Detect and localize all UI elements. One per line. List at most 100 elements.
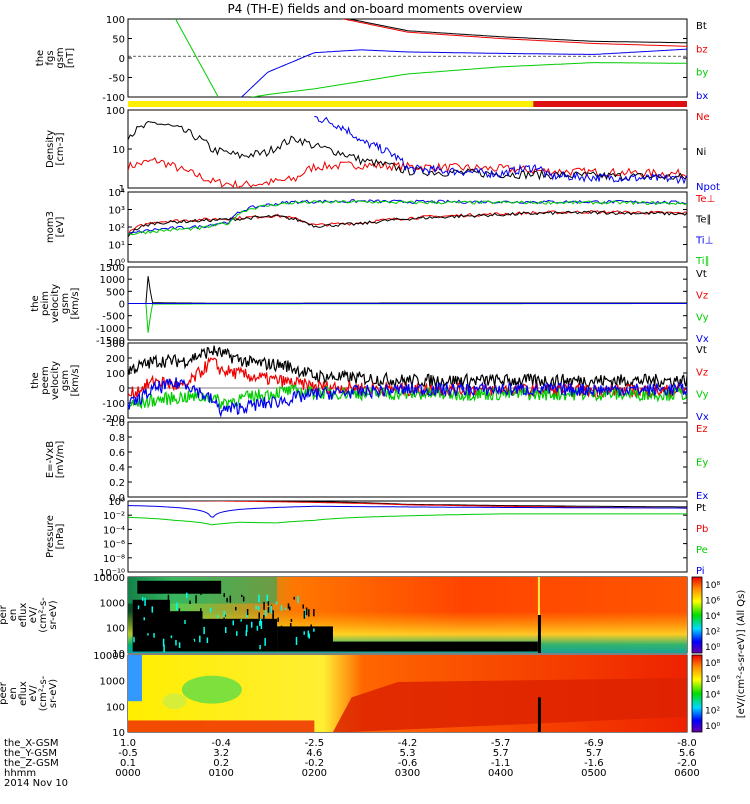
spectrogram-speckle — [178, 608, 181, 612]
spectrogram-speckle — [293, 596, 295, 600]
spectrogram-speckle — [135, 635, 137, 643]
spectrogram-speckle — [247, 621, 249, 627]
spectrogram-speckle — [258, 612, 260, 619]
y-tick-label: -100 — [102, 399, 125, 410]
y-axis-label-line: [nT] — [65, 48, 76, 68]
x-row-value: 0600 — [674, 768, 699, 779]
y-tick-label: 50 — [112, 35, 125, 46]
spectrogram-speckle — [258, 594, 260, 603]
y-tick-label: 10¹ — [108, 241, 125, 252]
spectrogram-speckle — [178, 640, 180, 643]
legend-Vx: Vx — [696, 412, 709, 423]
legend-bx: bx — [696, 91, 708, 102]
y-tick-label: -1500 — [96, 336, 125, 347]
y-tick-label: 10000 — [93, 651, 125, 662]
spectrogram-speckle — [133, 636, 135, 643]
y-axis-label-line: velocity — [50, 361, 61, 400]
spectrogram-speckle — [259, 644, 261, 650]
panel-lines — [128, 276, 687, 333]
y-axis-label-line: [km/s] — [70, 364, 81, 396]
spectrogram-speckle — [243, 635, 246, 640]
spectrogram-green-blob — [162, 693, 187, 710]
y-axis-label-line: gsm — [60, 370, 71, 391]
x-row-value: 5.7 — [493, 748, 509, 759]
y-tick-label: 10⁰ — [108, 497, 125, 508]
x-row-value: 0100 — [208, 768, 233, 779]
y-axis-label-line: gsm — [55, 47, 66, 68]
series-bx — [240, 48, 687, 97]
spectrogram-speckle — [267, 601, 270, 606]
spectrogram-speckle — [260, 621, 263, 630]
x-row-value: -6.9 — [584, 738, 604, 749]
spectrogram-speckle — [223, 593, 226, 598]
y-axis-label-line: sr-eV) — [48, 600, 59, 629]
spectrogram-speckle — [263, 615, 265, 623]
spectrogram-speckle — [304, 641, 307, 645]
spectrogram-speckle — [200, 608, 202, 613]
colorbar-tick-label: 10⁶ — [705, 597, 720, 607]
x-row-label: the_Z-GSM — [4, 758, 59, 769]
x-row-value: -1.1 — [491, 758, 511, 769]
legend-Vy: Vy — [696, 390, 709, 401]
series-bz — [341, 19, 687, 47]
y-axis-label-line: en — [8, 687, 19, 700]
spectrogram-spike-gap — [537, 697, 541, 732]
spectrogram-speckle — [266, 594, 269, 602]
spectrogram-speckle — [313, 628, 315, 632]
spectrogram-blue-patch — [128, 655, 142, 702]
spectrogram-speckle — [304, 609, 307, 618]
y-axis-label-line: [cm-3] — [55, 132, 66, 165]
x-row-value: 5.6 — [679, 748, 695, 759]
x-row-value: 3.2 — [213, 748, 229, 759]
spectrogram-speckle — [135, 621, 137, 624]
spectrogram-speckle — [287, 603, 290, 609]
y-axis-label: the peim velocity gsm [km/s] — [30, 284, 81, 323]
series-Vt — [128, 345, 687, 389]
spectrogram-speckle — [192, 640, 195, 643]
spectrogram-speckle — [242, 596, 245, 602]
y-tick-label: 1 — [119, 184, 125, 195]
y-axis-label: thepeirenefluxeV/(cm²-s-sr-eV) — [0, 597, 59, 633]
legend-Ti⊥: Ti⊥ — [695, 235, 713, 246]
spectrogram-speckle — [162, 638, 165, 647]
spectrogram-speckle — [232, 620, 234, 626]
y-axis-label-line: Density — [45, 130, 56, 168]
y-tick-label: 0 — [119, 300, 125, 311]
spectrogram-speckle — [265, 610, 267, 617]
spectrogram-speckle — [153, 633, 155, 638]
spectrogram-speckle — [259, 621, 261, 626]
spectrogram-speckle — [200, 592, 202, 595]
legend-Pb: Pb — [696, 524, 708, 535]
spectrogram-speckle — [270, 605, 273, 614]
legend-Pe: Pe — [696, 545, 708, 556]
y-tick-label: 10 — [112, 145, 125, 156]
legend-Ez: Ez — [696, 424, 708, 435]
y-axis-label-line: [nPa] — [55, 523, 66, 549]
series-Npot — [314, 115, 687, 185]
spectrogram-speckle — [203, 626, 205, 635]
spectrogram-speckle — [184, 620, 186, 624]
y-axis-label-line: [mV/m] — [55, 441, 66, 479]
panel-5 — [128, 345, 687, 418]
x-row-value: 0400 — [488, 768, 513, 779]
spectrogram-electron — [128, 655, 687, 732]
y-axis-label: mom3 [eV] — [45, 211, 66, 243]
y-tick-label: 10⁴ — [108, 188, 125, 199]
spectrogram-speckle — [226, 597, 228, 603]
spectrogram-speckle — [290, 618, 293, 622]
spectrogram-speckle — [241, 594, 243, 597]
spectrogram-speckle — [195, 595, 197, 604]
spectrogram-speckle — [170, 635, 173, 639]
spectrogram-speckle — [189, 600, 191, 604]
panel-3 — [128, 199, 687, 238]
spectrogram-speckle — [259, 618, 262, 624]
legend-Vz: Vz — [696, 291, 708, 302]
x-row-value: 0.2 — [213, 758, 229, 769]
legend-Ni: Ni — [696, 147, 706, 158]
y-axis-label: Density [cm-3] — [45, 130, 66, 168]
spectrogram-speckle — [142, 641, 144, 647]
series-Ne — [128, 157, 687, 188]
spectrogram-speckle — [240, 619, 242, 622]
colorbar-tick-label: 10⁰ — [705, 643, 720, 653]
